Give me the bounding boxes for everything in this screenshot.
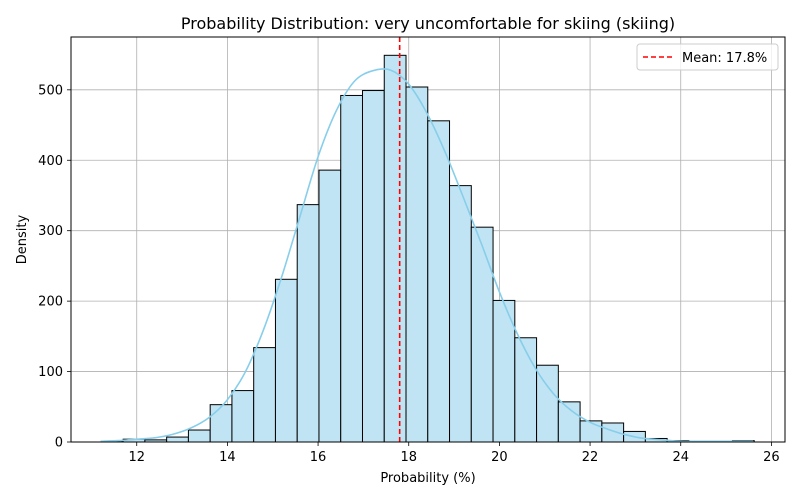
x-tick-label: 20 — [491, 450, 508, 465]
y-axis-label: Density — [15, 214, 30, 264]
y-axis-ticks: 0 100 200 300 400 500 — [38, 83, 71, 451]
histogram-bar — [187, 429, 211, 443]
x-tick-label: 26 — [763, 450, 780, 465]
legend-mean-label: Mean: 17.8% — [682, 51, 767, 66]
y-tick-label: 200 — [38, 295, 63, 310]
histogram-bar — [427, 120, 451, 443]
y-tick-label: 100 — [38, 365, 63, 380]
x-tick-label: 18 — [400, 450, 417, 465]
x-tick-label: 22 — [582, 450, 599, 465]
histogram-bar — [449, 185, 472, 443]
plot-frame — [70, 36, 786, 443]
histogram-bar — [318, 169, 342, 443]
histogram-bar — [405, 86, 429, 443]
histogram-bars — [100, 54, 755, 443]
y-tick-label: 0 — [55, 436, 63, 451]
x-axis-label: Probability (%) — [380, 471, 475, 486]
histogram-bar — [231, 390, 255, 443]
legend-box — [636, 43, 779, 71]
y-tick-label: 500 — [38, 83, 63, 98]
histogram-bar — [253, 347, 276, 443]
histogram-bar — [166, 436, 189, 443]
kde-curve-layer — [100, 68, 754, 443]
x-tick-label: 14 — [219, 450, 236, 465]
legend: Mean: 17.8% — [636, 43, 779, 71]
histogram-bar — [361, 90, 385, 443]
histogram-bar — [470, 226, 494, 443]
x-axis-ticks: 12 14 16 18 20 22 24 26 — [128, 442, 780, 465]
histogram-bar — [383, 54, 407, 443]
y-tick-label: 300 — [38, 224, 63, 239]
x-tick-label: 24 — [672, 450, 689, 465]
histogram-bar — [340, 94, 363, 443]
histogram-bar — [209, 404, 233, 443]
y-tick-label: 400 — [38, 154, 63, 169]
chart-title: Probability Distribution: very uncomfort… — [181, 14, 675, 33]
histogram-bar — [579, 420, 603, 443]
kde-curve — [100, 68, 754, 443]
histogram-bar — [514, 337, 538, 443]
histogram-bar — [274, 278, 298, 443]
x-tick-label: 16 — [310, 450, 327, 465]
x-tick-label: 12 — [128, 450, 145, 465]
histogram-bar — [296, 204, 320, 443]
